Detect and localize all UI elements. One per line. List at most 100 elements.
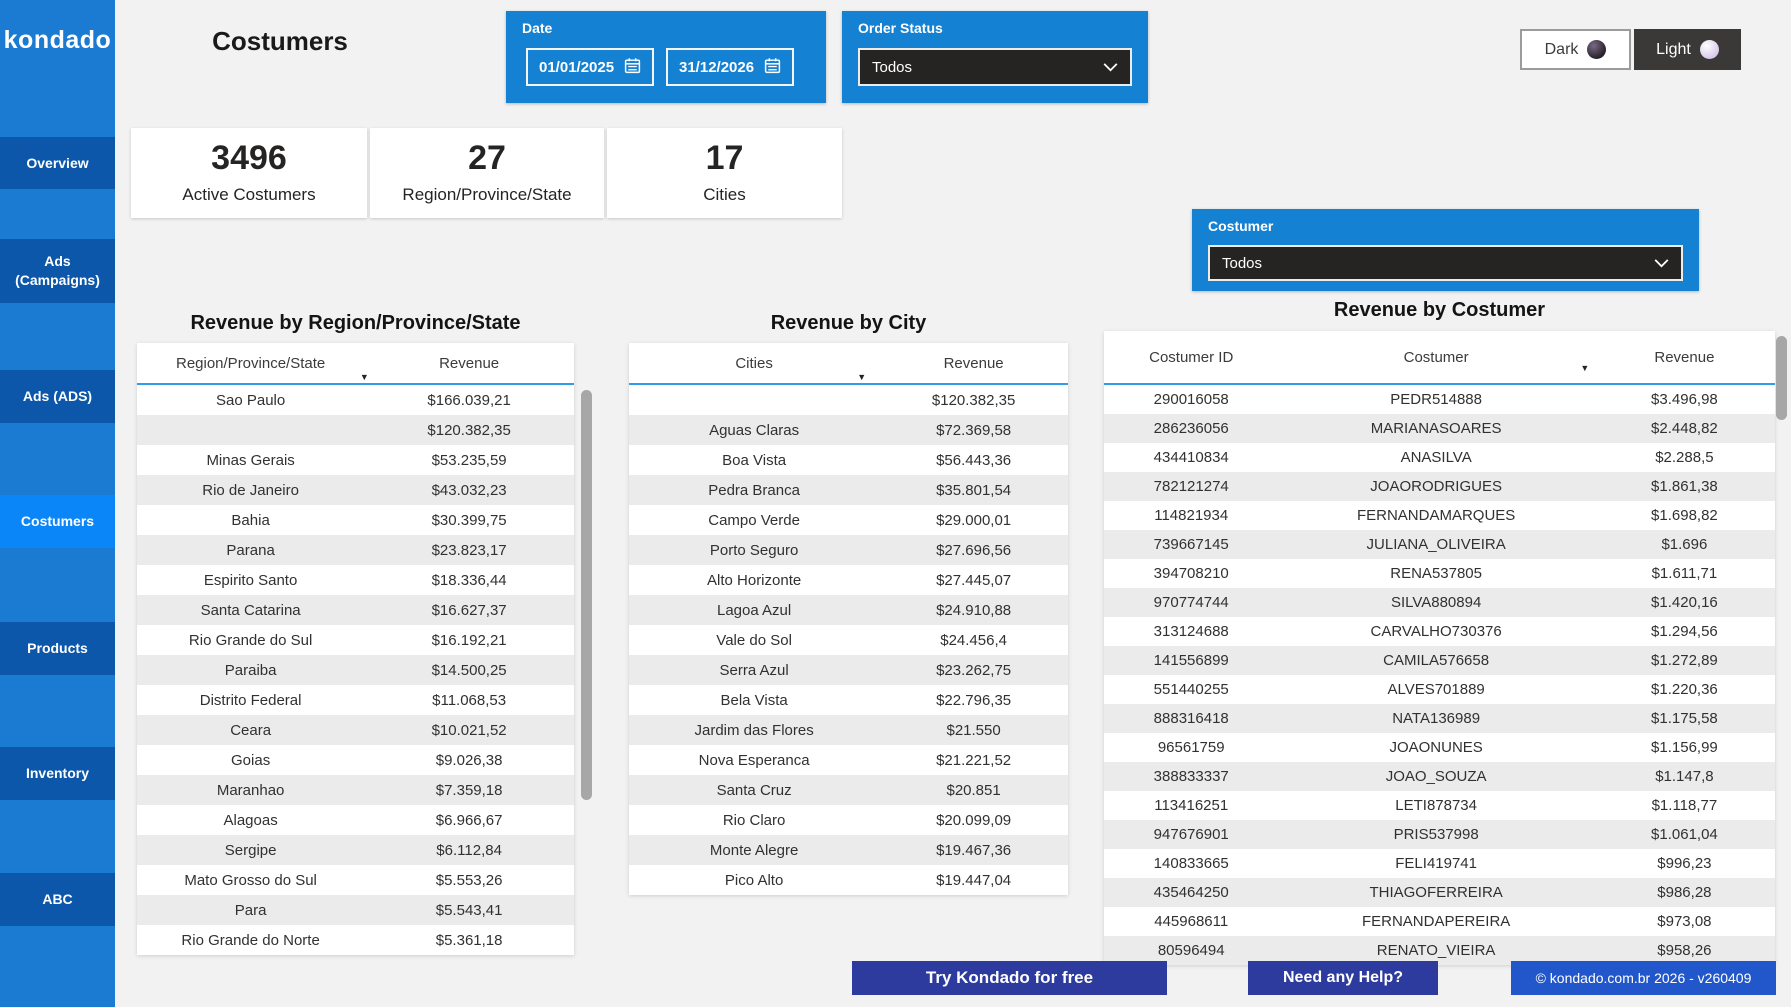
- column-header-cities[interactable]: Cities: [629, 343, 879, 384]
- table-row[interactable]: Santa Cruz$20.851: [629, 775, 1068, 805]
- table-cell: $5.553,26: [364, 865, 574, 895]
- table-row[interactable]: Rio Grande do Norte$5.361,18: [137, 925, 574, 955]
- table-row[interactable]: Maranhao$7.359,18: [137, 775, 574, 805]
- table-cell: $24.910,88: [879, 595, 1068, 625]
- table-row[interactable]: Rio Grande do Sul$16.192,21: [137, 625, 574, 655]
- table-row[interactable]: Serra Azul$23.262,75: [629, 655, 1068, 685]
- column-header-revenue[interactable]: Revenue: [364, 343, 574, 384]
- help-button[interactable]: Need any Help?: [1248, 961, 1438, 995]
- table-row[interactable]: 141556899CAMILA576658$1.272,89: [1104, 646, 1775, 675]
- date-end-input[interactable]: 31/12/2026: [666, 48, 794, 86]
- costumer-filter-panel: Costumer Todos: [1192, 209, 1699, 291]
- sort-descending-icon[interactable]: ▼: [1580, 363, 1589, 373]
- table-row[interactable]: Campo Verde$29.000,01: [629, 505, 1068, 535]
- table-row[interactable]: Boa Vista$56.443,36: [629, 445, 1068, 475]
- table-row[interactable]: Distrito Federal$11.068,53: [137, 685, 574, 715]
- table-row[interactable]: 113416251LETI878734$1.118,77: [1104, 791, 1775, 820]
- table-row[interactable]: Rio Claro$20.099,09: [629, 805, 1068, 835]
- table-row[interactable]: Bela Vista$22.796,35: [629, 685, 1068, 715]
- copyright-button[interactable]: © kondado.com.br 2026 - v260409: [1511, 961, 1776, 995]
- table-row[interactable]: Pedra Branca$35.801,54: [629, 475, 1068, 505]
- table-row[interactable]: Paraiba$14.500,25: [137, 655, 574, 685]
- table-row[interactable]: Sergipe$6.112,84: [137, 835, 574, 865]
- table-cell: 113416251: [1104, 791, 1278, 820]
- table-row[interactable]: 445968611FERNANDAPEREIRA$973,08: [1104, 907, 1775, 936]
- table-row[interactable]: 947676901PRIS537998$1.061,04: [1104, 820, 1775, 849]
- table-cell: 445968611: [1104, 907, 1278, 936]
- light-theme-button[interactable]: Light: [1634, 29, 1741, 70]
- sidebar-item-products[interactable]: Products: [0, 622, 115, 675]
- table-row[interactable]: Alto Horizonte$27.445,07: [629, 565, 1068, 595]
- dark-theme-button[interactable]: Dark: [1520, 29, 1631, 70]
- table-row[interactable]: Mato Grosso do Sul$5.553,26: [137, 865, 574, 895]
- table-row[interactable]: Rio de Janeiro$43.032,23: [137, 475, 574, 505]
- table-row[interactable]: Goias$9.026,38: [137, 745, 574, 775]
- costumer-dropdown[interactable]: Todos: [1208, 245, 1683, 281]
- table-cell: Mato Grosso do Sul: [137, 865, 364, 895]
- order-status-label: Order Status: [858, 20, 943, 36]
- table-cell: 141556899: [1104, 646, 1278, 675]
- region-table-scrollbar[interactable]: [581, 390, 592, 800]
- table-row[interactable]: 114821934FERNANDAMARQUES$1.698,82: [1104, 501, 1775, 530]
- table-row[interactable]: 290016058PEDR514888$3.496,98: [1104, 384, 1775, 414]
- table-row[interactable]: Bahia$30.399,75: [137, 505, 574, 535]
- table-row[interactable]: Jardim das Flores$21.550: [629, 715, 1068, 745]
- sidebar-item-ads-ads[interactable]: Ads (ADS): [0, 370, 115, 423]
- try-kondado-button[interactable]: Try Kondado for free: [852, 961, 1167, 995]
- table-row[interactable]: Alagoas$6.966,67: [137, 805, 574, 835]
- table-row[interactable]: 286236056MARIANASOARES$2.448,82: [1104, 414, 1775, 443]
- table-row[interactable]: Santa Catarina$16.627,37: [137, 595, 574, 625]
- table-row[interactable]: 313124688CARVALHO730376$1.294,56: [1104, 617, 1775, 646]
- sidebar-item-abc[interactable]: ABC: [0, 873, 115, 926]
- table-cell: [629, 384, 879, 415]
- column-header-costumer[interactable]: Costumer: [1278, 331, 1593, 384]
- table-row[interactable]: 551440255ALVES701889$1.220,36: [1104, 675, 1775, 704]
- table-row[interactable]: Lagoa Azul$24.910,88: [629, 595, 1068, 625]
- table-cell: Rio Claro: [629, 805, 879, 835]
- table-row[interactable]: Sao Paulo$166.039,21: [137, 384, 574, 415]
- column-header-region[interactable]: Region/Province/State: [137, 343, 364, 384]
- table-row[interactable]: Porto Seguro$27.696,56: [629, 535, 1068, 565]
- table-row[interactable]: $120.382,35: [137, 415, 574, 445]
- revenue-by-city-table: Cities Revenue $120.382,35Aguas Claras$7…: [629, 343, 1068, 895]
- table-row[interactable]: Ceara$10.021,52: [137, 715, 574, 745]
- table-row[interactable]: 394708210RENA537805$1.611,71: [1104, 559, 1775, 588]
- sort-descending-icon[interactable]: ▼: [857, 372, 866, 382]
- table-cell: $1.696: [1594, 530, 1775, 559]
- table-row[interactable]: 739667145JULIANA_OLIVEIRA$1.696: [1104, 530, 1775, 559]
- table-row[interactable]: 388833337JOAO_SOUZA$1.147,8: [1104, 762, 1775, 791]
- table-cell: $1.294,56: [1594, 617, 1775, 646]
- sidebar-item-ads-campaigns[interactable]: Ads (Campaigns): [0, 239, 115, 303]
- table-row[interactable]: $120.382,35: [629, 384, 1068, 415]
- page-title: Costumers: [150, 26, 410, 57]
- table-row[interactable]: Pico Alto$19.447,04: [629, 865, 1068, 895]
- column-header-revenue[interactable]: Revenue: [879, 343, 1068, 384]
- sidebar-item-overview[interactable]: Overview: [0, 137, 115, 189]
- table-row[interactable]: Nova Esperanca$21.221,52: [629, 745, 1068, 775]
- table-row[interactable]: 435464250THIAGOFERREIRA$986,28: [1104, 878, 1775, 907]
- table-cell: $1.220,36: [1594, 675, 1775, 704]
- sidebar-item-costumers[interactable]: Costumers: [0, 495, 115, 548]
- table-cell: Jardim das Flores: [629, 715, 879, 745]
- table-row[interactable]: Para$5.543,41: [137, 895, 574, 925]
- date-start-input[interactable]: 01/01/2025: [526, 48, 654, 86]
- table-row[interactable]: Aguas Claras$72.369,58: [629, 415, 1068, 445]
- table-row[interactable]: 96561759JOAONUNES$1.156,99: [1104, 733, 1775, 762]
- table-row[interactable]: 434410834ANASILVA$2.288,5: [1104, 443, 1775, 472]
- sidebar-item-inventory[interactable]: Inventory: [0, 747, 115, 800]
- column-header-revenue[interactable]: Revenue: [1594, 331, 1775, 384]
- table-row[interactable]: 970774744SILVA880894$1.420,16: [1104, 588, 1775, 617]
- table-row[interactable]: Espirito Santo$18.336,44: [137, 565, 574, 595]
- table-row[interactable]: 782121274JOAORODRIGUES$1.861,38: [1104, 472, 1775, 501]
- date-end-value: 31/12/2026: [679, 59, 754, 76]
- costumer-table-scrollbar[interactable]: [1776, 336, 1787, 420]
- table-row[interactable]: Vale do Sol$24.456,4: [629, 625, 1068, 655]
- order-status-dropdown[interactable]: Todos: [858, 48, 1132, 86]
- table-row[interactable]: Monte Alegre$19.467,36: [629, 835, 1068, 865]
- table-row[interactable]: 888316418NATA136989$1.175,58: [1104, 704, 1775, 733]
- table-row[interactable]: Minas Gerais$53.235,59: [137, 445, 574, 475]
- sort-descending-icon[interactable]: ▼: [360, 372, 369, 382]
- table-row[interactable]: Parana$23.823,17: [137, 535, 574, 565]
- table-row[interactable]: 140833665FELI419741$996,23: [1104, 849, 1775, 878]
- column-header-costumer-id[interactable]: Costumer ID: [1104, 331, 1278, 384]
